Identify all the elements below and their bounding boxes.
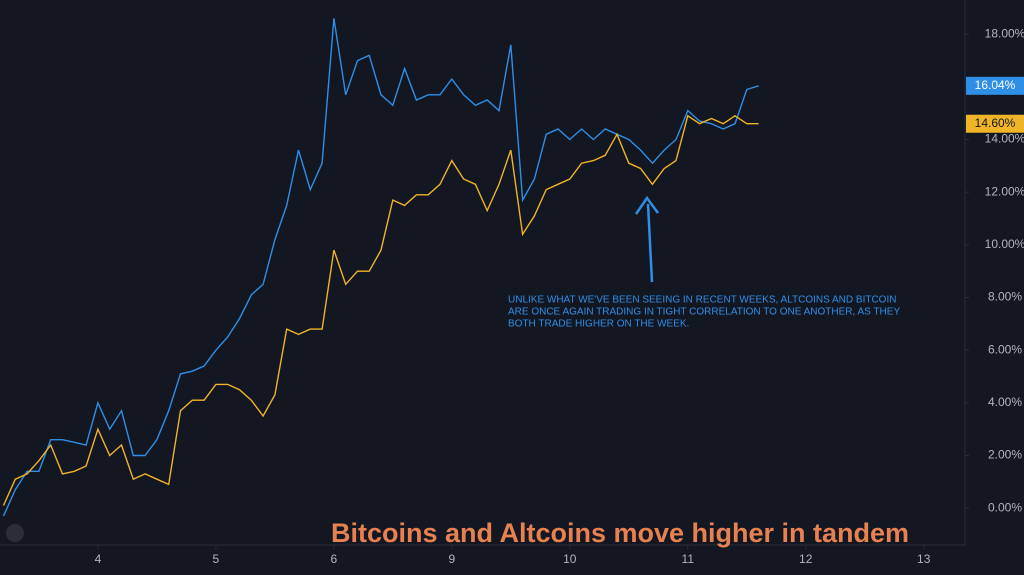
y-tick-label: 12.00% (985, 184, 1024, 198)
last-value-label: 16.04% (975, 78, 1016, 92)
x-tick-label: 12 (799, 552, 813, 566)
x-tick-label: 13 (917, 552, 931, 566)
annotation: UNLIKE WHAT WE'VE BEEN SEEING IN RECENT … (508, 295, 896, 306)
x-tick-label: 11 (682, 552, 695, 566)
series-line (2, 114, 759, 506)
x-tick-label: 10 (563, 552, 577, 566)
last-value-badge (966, 76, 1024, 95)
y-tick-label: 10.00% (985, 237, 1024, 251)
last-value-label: 14.60% (975, 116, 1016, 130)
y-tick-label: 2.00% (988, 448, 1022, 462)
y-tick-label: 4.00% (988, 395, 1022, 409)
chart-title: Bitcoins and Altcoins move higher in tan… (331, 518, 909, 548)
annotation: BOTH TRADE HIGHER ON THE WEEK. (508, 319, 689, 330)
x-tick-label: 5 (213, 552, 220, 566)
y-tick-label: 0.00% (988, 500, 1022, 514)
logo (6, 524, 24, 542)
x-tick-label: 6 (331, 552, 338, 566)
last-value-badge (966, 114, 1024, 133)
series-line (2, 18, 759, 517)
annotation-arrow (634, 195, 660, 283)
x-tick-label: 9 (448, 552, 455, 566)
y-tick-label: 14.00% (985, 132, 1024, 146)
x-tick-label: 4 (95, 552, 102, 566)
y-tick-label: 6.00% (988, 342, 1022, 356)
y-tick-label: 8.00% (988, 290, 1022, 304)
annotation: ARE ONCE AGAIN TRADING IN TIGHT CORRELAT… (508, 307, 900, 318)
y-tick-label: 18.00% (985, 26, 1024, 40)
